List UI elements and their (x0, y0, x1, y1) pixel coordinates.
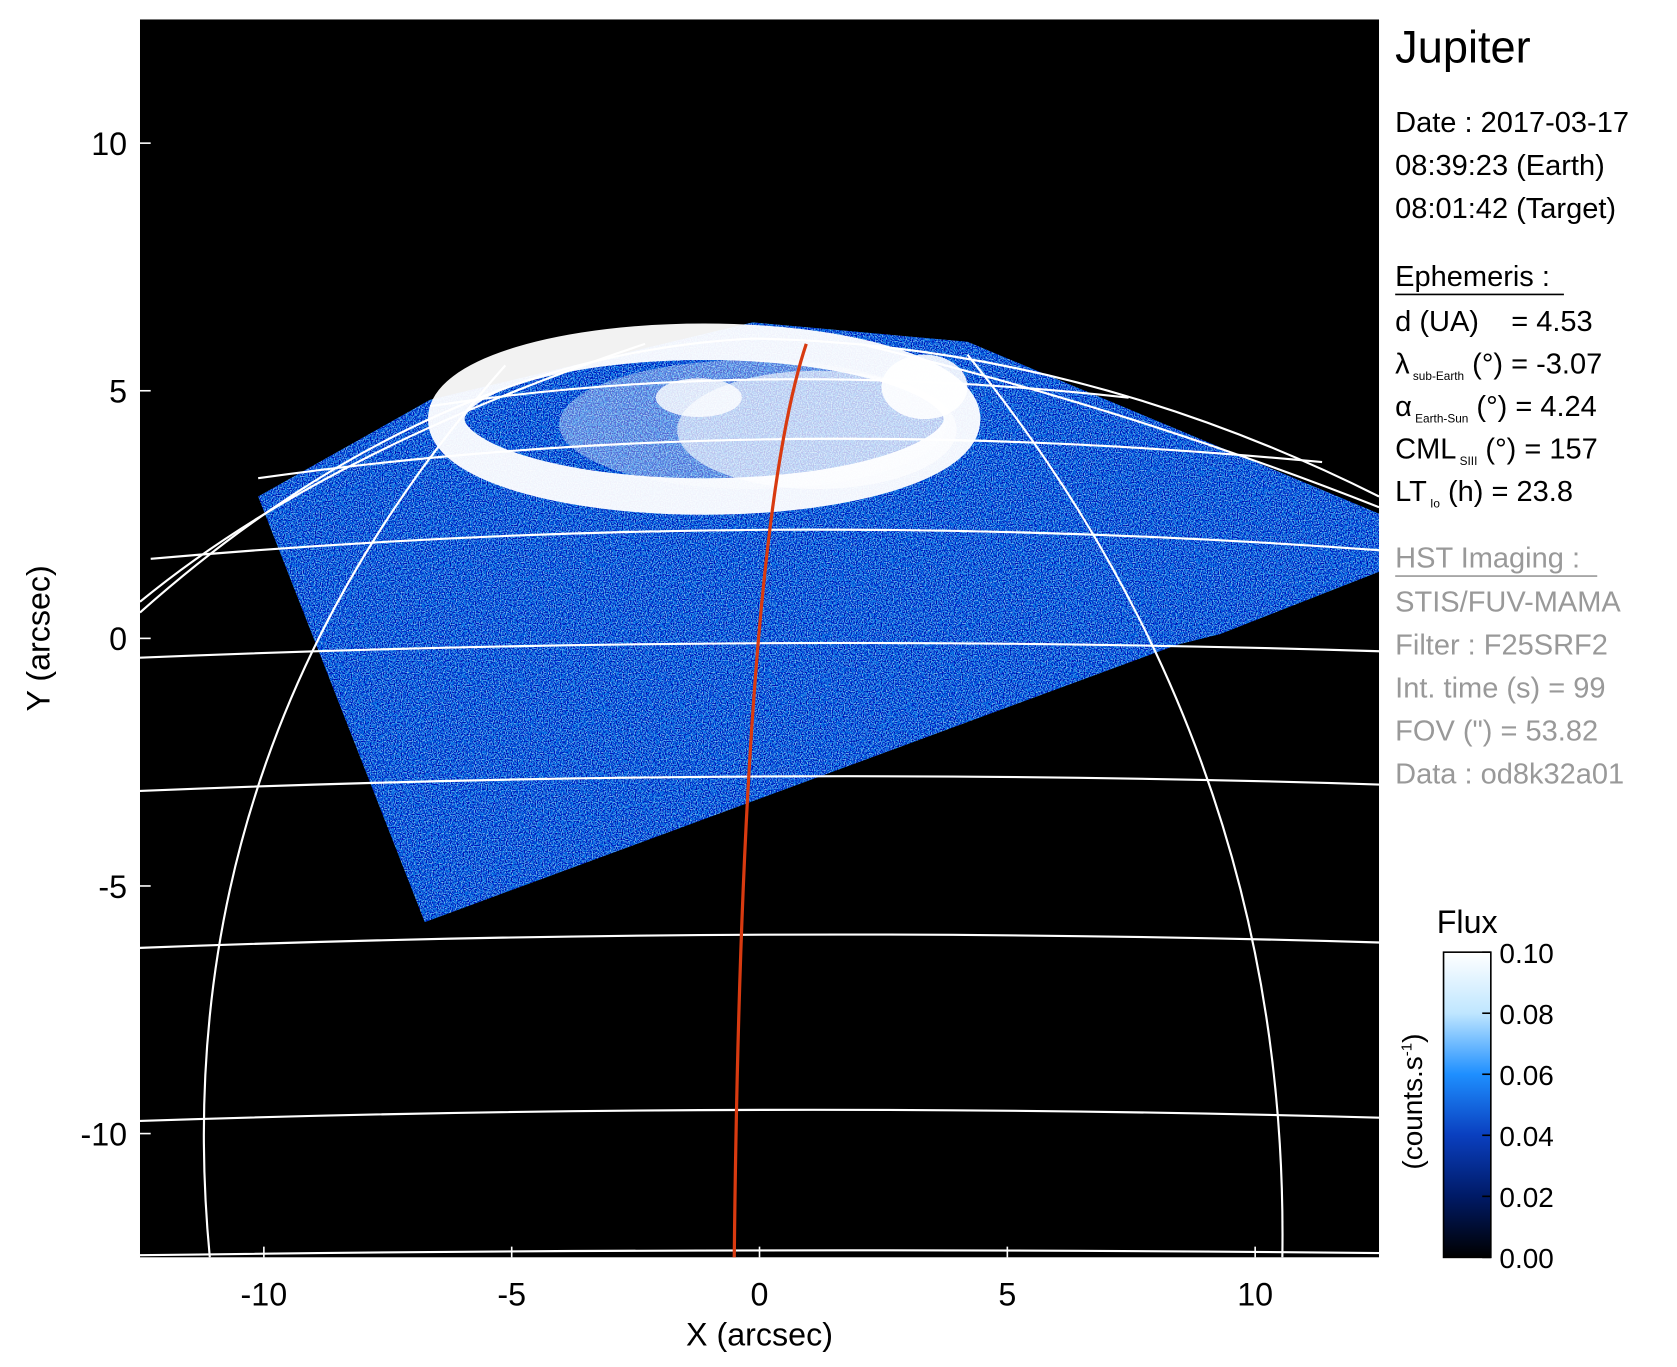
ephemeris-symbol: λ (1395, 348, 1410, 380)
ephemeris-text: (h) = 23.8 (1440, 476, 1573, 508)
ephemeris-subscript: sub-Earth (1413, 369, 1464, 383)
colorbar-tick-label: 0.10 (1499, 938, 1553, 969)
ephemeris-row: LT Io (h) = 23.8 (1395, 476, 1573, 510)
ephemeris-subscript: Io (1430, 496, 1440, 510)
colorbar-label-sup: -1 (1398, 1043, 1415, 1056)
date-line: 08:01:42 (Target) (1395, 193, 1616, 225)
y-axis-label: Y (arcsec) (21, 565, 57, 711)
imaging-row: FOV (") = 53.82 (1395, 715, 1598, 747)
ephemeris-row: CML SIII (°) = 157 (1395, 433, 1598, 467)
imaging-row: Filter : F25SRF2 (1395, 629, 1608, 661)
y-tick-label: 10 (91, 126, 127, 162)
ephemeris-subscript: Earth-Sun (1415, 411, 1468, 425)
y-tick-label: -5 (98, 869, 127, 905)
ephemeris-row: d (UA) = 4.53 (1395, 306, 1592, 338)
ephemeris-row: α Earth-Sun (°) = 4.24 (1395, 391, 1597, 425)
x-axis-label: X (arcsec) (686, 1317, 833, 1353)
ephemeris-symbol: CML (1395, 433, 1456, 465)
colorbar-tick-label: 0.00 (1499, 1243, 1553, 1274)
ephemeris-symbol: α (1395, 391, 1412, 423)
colorbar-label: (counts.s-1) (1397, 1034, 1428, 1170)
colorbar (1442, 951, 1492, 1259)
colorbar-tick-label: 0.04 (1499, 1121, 1553, 1152)
ephemeris-text: (°) = 157 (1477, 433, 1597, 465)
colorbar-tick-label: 0.06 (1499, 1060, 1553, 1091)
ephemeris-row: λ sub-Earth (°) = -3.07 (1395, 348, 1602, 382)
y-tick-label: 0 (109, 621, 127, 657)
x-tick-label: 10 (1237, 1277, 1273, 1313)
colorbar-title: Flux (1437, 904, 1498, 940)
ephemeris-text: (°) = 4.24 (1468, 391, 1596, 423)
imaging-row: Int. time (s) = 99 (1395, 672, 1605, 704)
image (139, 19, 1380, 1258)
ephemeris-symbol: LT (1395, 476, 1427, 508)
ephemeris-subscript: SIII (1460, 454, 1478, 468)
date-line: Date : 2017-03-17 (1395, 107, 1629, 139)
ephemeris-text: d (UA) = 4.53 (1395, 306, 1592, 338)
imaging-row: Data : od8k32a01 (1395, 758, 1624, 790)
colorbar-label-text: (counts.s (1397, 1056, 1428, 1169)
x-tick-label: -5 (497, 1277, 526, 1313)
colorbar-tick-label: 0.02 (1499, 1182, 1553, 1213)
y-tick-label: 5 (109, 374, 127, 410)
y-tick-label: -10 (80, 1116, 127, 1152)
ephemeris-title: Ephemeris : (1395, 261, 1550, 293)
x-tick-label: -10 (241, 1277, 288, 1313)
x-tick-label: 5 (998, 1277, 1016, 1313)
date-line: 08:39:23 (Earth) (1395, 150, 1605, 182)
x-tick-label: 0 (751, 1277, 769, 1313)
colorbar-label-end: ) (1397, 1034, 1428, 1043)
imaging-title: HST Imaging : (1395, 542, 1580, 574)
imaging-row: STIS/FUV-MAMA (1395, 586, 1621, 618)
trajectory (732, 343, 808, 1258)
planet-title: Jupiter (1395, 21, 1530, 72)
ephemeris-text: (°) = -3.07 (1464, 348, 1602, 380)
colorbar-tick-label: 0.08 (1499, 999, 1553, 1030)
